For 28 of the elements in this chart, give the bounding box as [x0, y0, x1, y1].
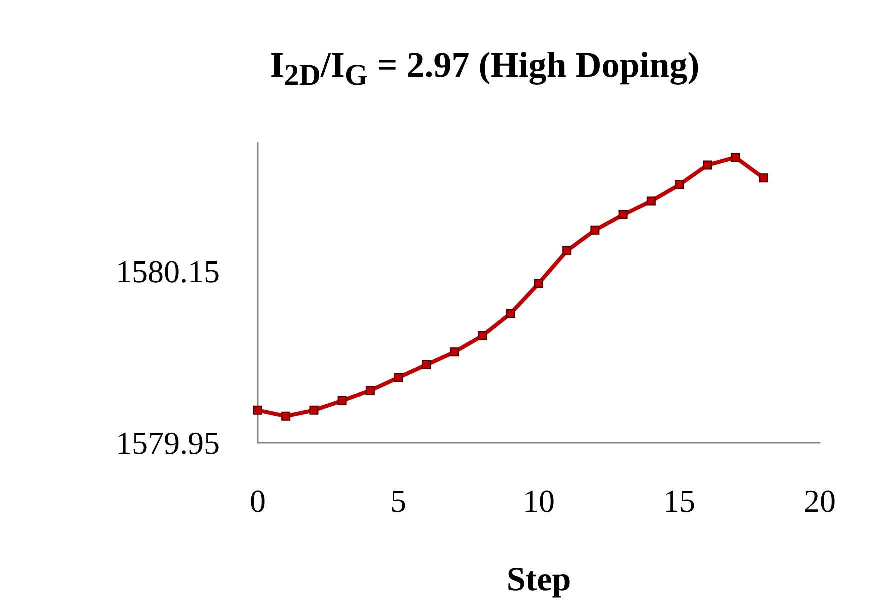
point: [646, 196, 656, 206]
point: [675, 180, 684, 190]
x-tick-label: 5: [390, 483, 406, 519]
point: [618, 210, 628, 220]
x-axis-title: Step: [506, 562, 572, 598]
point: [534, 279, 544, 288]
point: [310, 406, 319, 415]
point: [731, 153, 740, 162]
point: [366, 386, 375, 396]
x-tick-label: 10: [523, 483, 555, 519]
y-tick-label: 1579.95: [116, 425, 220, 461]
y-tick-label: 1580.15: [116, 254, 220, 290]
point: [759, 174, 768, 183]
point: [394, 373, 403, 382]
chart-title: I$_{2D}$/I$_{G}$ = 2.97 (High Doping): [269, 44, 701, 94]
x-tick-label: 15: [664, 483, 696, 519]
point: [422, 360, 432, 370]
x-tick-label: 20: [804, 483, 836, 519]
point: [282, 412, 291, 421]
point: [703, 160, 712, 170]
point: [590, 226, 600, 235]
point: [338, 396, 347, 406]
point: [450, 348, 460, 357]
point: [254, 406, 262, 415]
point: [478, 331, 488, 340]
point: [506, 309, 516, 318]
point: [562, 246, 572, 256]
x-tick-label: 0: [250, 483, 266, 519]
